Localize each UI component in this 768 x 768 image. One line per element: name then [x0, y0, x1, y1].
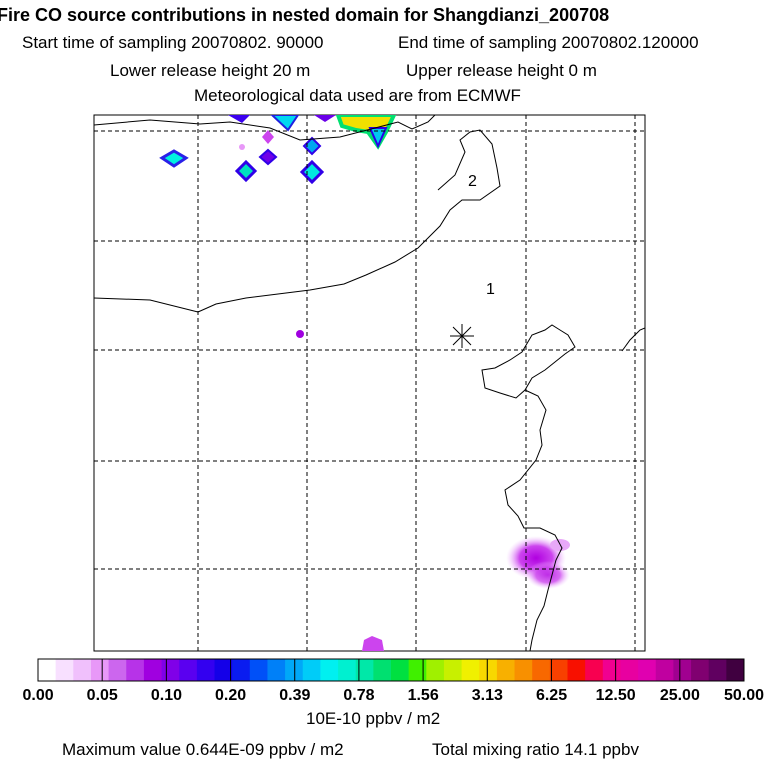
plume-left-2: [234, 159, 258, 183]
colorbar-segment: [38, 659, 57, 681]
colorbar-tick-label: 12.50: [595, 687, 636, 704]
colorbar-segment: [708, 659, 727, 681]
coastline-north: [94, 115, 436, 141]
plume-top-2: [270, 115, 300, 132]
colorbar-tick-label: 1.56: [407, 687, 439, 704]
colorbar-segment: [673, 659, 692, 681]
colorbar-tick-label: 0.39: [279, 687, 311, 704]
colorbar-segment: [373, 659, 392, 681]
total-mixing-label: Total mixing ratio 14.1 ppbv: [432, 740, 639, 759]
upper-release-label: Upper release height 0 m: [406, 61, 597, 80]
colorbar-segment: [391, 659, 410, 681]
colorbar-segment: [532, 659, 551, 681]
colorbar-segment: [514, 659, 533, 681]
station-marker: [450, 324, 474, 348]
colorbar-unit: 10E-10 ppbv / m2: [306, 709, 441, 728]
colorbar-segment: [249, 659, 268, 681]
colorbar-segment: [585, 659, 604, 681]
map-area: 2 1: [93, 114, 646, 652]
colorbar-segment: [426, 659, 445, 681]
colorbar-segment: [161, 659, 180, 681]
map-annotation-2: 2: [468, 173, 477, 190]
colorbar: [37, 658, 745, 682]
peninsula-shandong: [481, 324, 576, 399]
lower-release-label: Lower release height 20 m: [110, 61, 311, 80]
colorbar-segment: [338, 659, 357, 681]
plume-dot-2: [296, 330, 304, 338]
colorbar-segment: [726, 659, 745, 681]
colorbar-segment: [320, 659, 339, 681]
plume-left-4: [262, 130, 274, 144]
colorbar-tick-label: 3.13: [471, 687, 503, 704]
plume-se-2: [526, 561, 570, 589]
colorbar-segment: [638, 659, 657, 681]
colorbar-tick-label: 0.20: [215, 687, 247, 704]
coastline-gulf: [197, 129, 501, 313]
plume-left-3: [258, 148, 278, 166]
colorbar-tick-label: 50.00: [724, 687, 765, 704]
colorbar-segment: [214, 659, 233, 681]
colorbar-segment: [408, 659, 427, 681]
colorbar-segment: [108, 659, 127, 681]
colorbar-segment: [302, 659, 321, 681]
colorbar-segment: [496, 659, 516, 681]
coastlines: [94, 115, 645, 651]
met-data-label: Meteorological data used are from ECMWF: [194, 86, 521, 105]
colorbar-tick-label: 0.78: [343, 687, 375, 704]
coastline-west: [94, 297, 199, 313]
colorbar-segment: [143, 659, 163, 681]
colorbar-segment: [179, 659, 198, 681]
colorbar-segment: [461, 659, 480, 681]
colorbar-segment: [267, 659, 286, 681]
colorbar-segment: [55, 659, 74, 681]
plume-dot-1: [239, 144, 245, 150]
plume-left-1: [159, 149, 189, 168]
colorbar-segment: [90, 659, 110, 681]
colorbar-tick-label: 25.00: [659, 687, 700, 704]
colorbar-segment: [232, 659, 251, 681]
colorbar-segment: [73, 659, 92, 681]
plume-top-4: [368, 127, 388, 149]
coastline-east: [504, 389, 563, 651]
colorbar-segment: [549, 659, 568, 681]
colorbar-tick-label: 0.05: [86, 687, 118, 704]
colorbar-segment: [355, 659, 374, 681]
colorbar-segment: [126, 659, 145, 681]
colorbar-segment: [691, 659, 710, 681]
colorbar-tick-label: 0.00: [22, 687, 54, 704]
plume-top-1: [228, 115, 250, 123]
colorbar-segment: [479, 659, 498, 681]
colorbar-segment: [285, 659, 304, 681]
colorbar-segment: [620, 659, 639, 681]
colorbar-tick-label: 6.25: [535, 687, 568, 704]
grid-lines: [94, 115, 645, 651]
colorbar-segment: [443, 659, 463, 681]
max-value-label: Maximum value 0.644E-09 ppbv / m2: [62, 740, 344, 759]
colorbar-segment: [567, 659, 586, 681]
plume-bottom: [362, 636, 384, 651]
start-time-label: Start time of sampling 20070802. 90000: [22, 33, 324, 52]
colorbar-segment: [196, 659, 215, 681]
map-annotation-1: 1: [486, 281, 495, 298]
colorbar-tick-label: 0.10: [150, 687, 182, 704]
end-time-label: End time of sampling 20070802.120000: [398, 33, 699, 52]
colorbar-segment: [655, 659, 674, 681]
colorbar-segment: [602, 659, 621, 681]
plume-top-3: [314, 115, 336, 122]
chart-title: Fire CO source contributions in nested d…: [0, 5, 610, 25]
